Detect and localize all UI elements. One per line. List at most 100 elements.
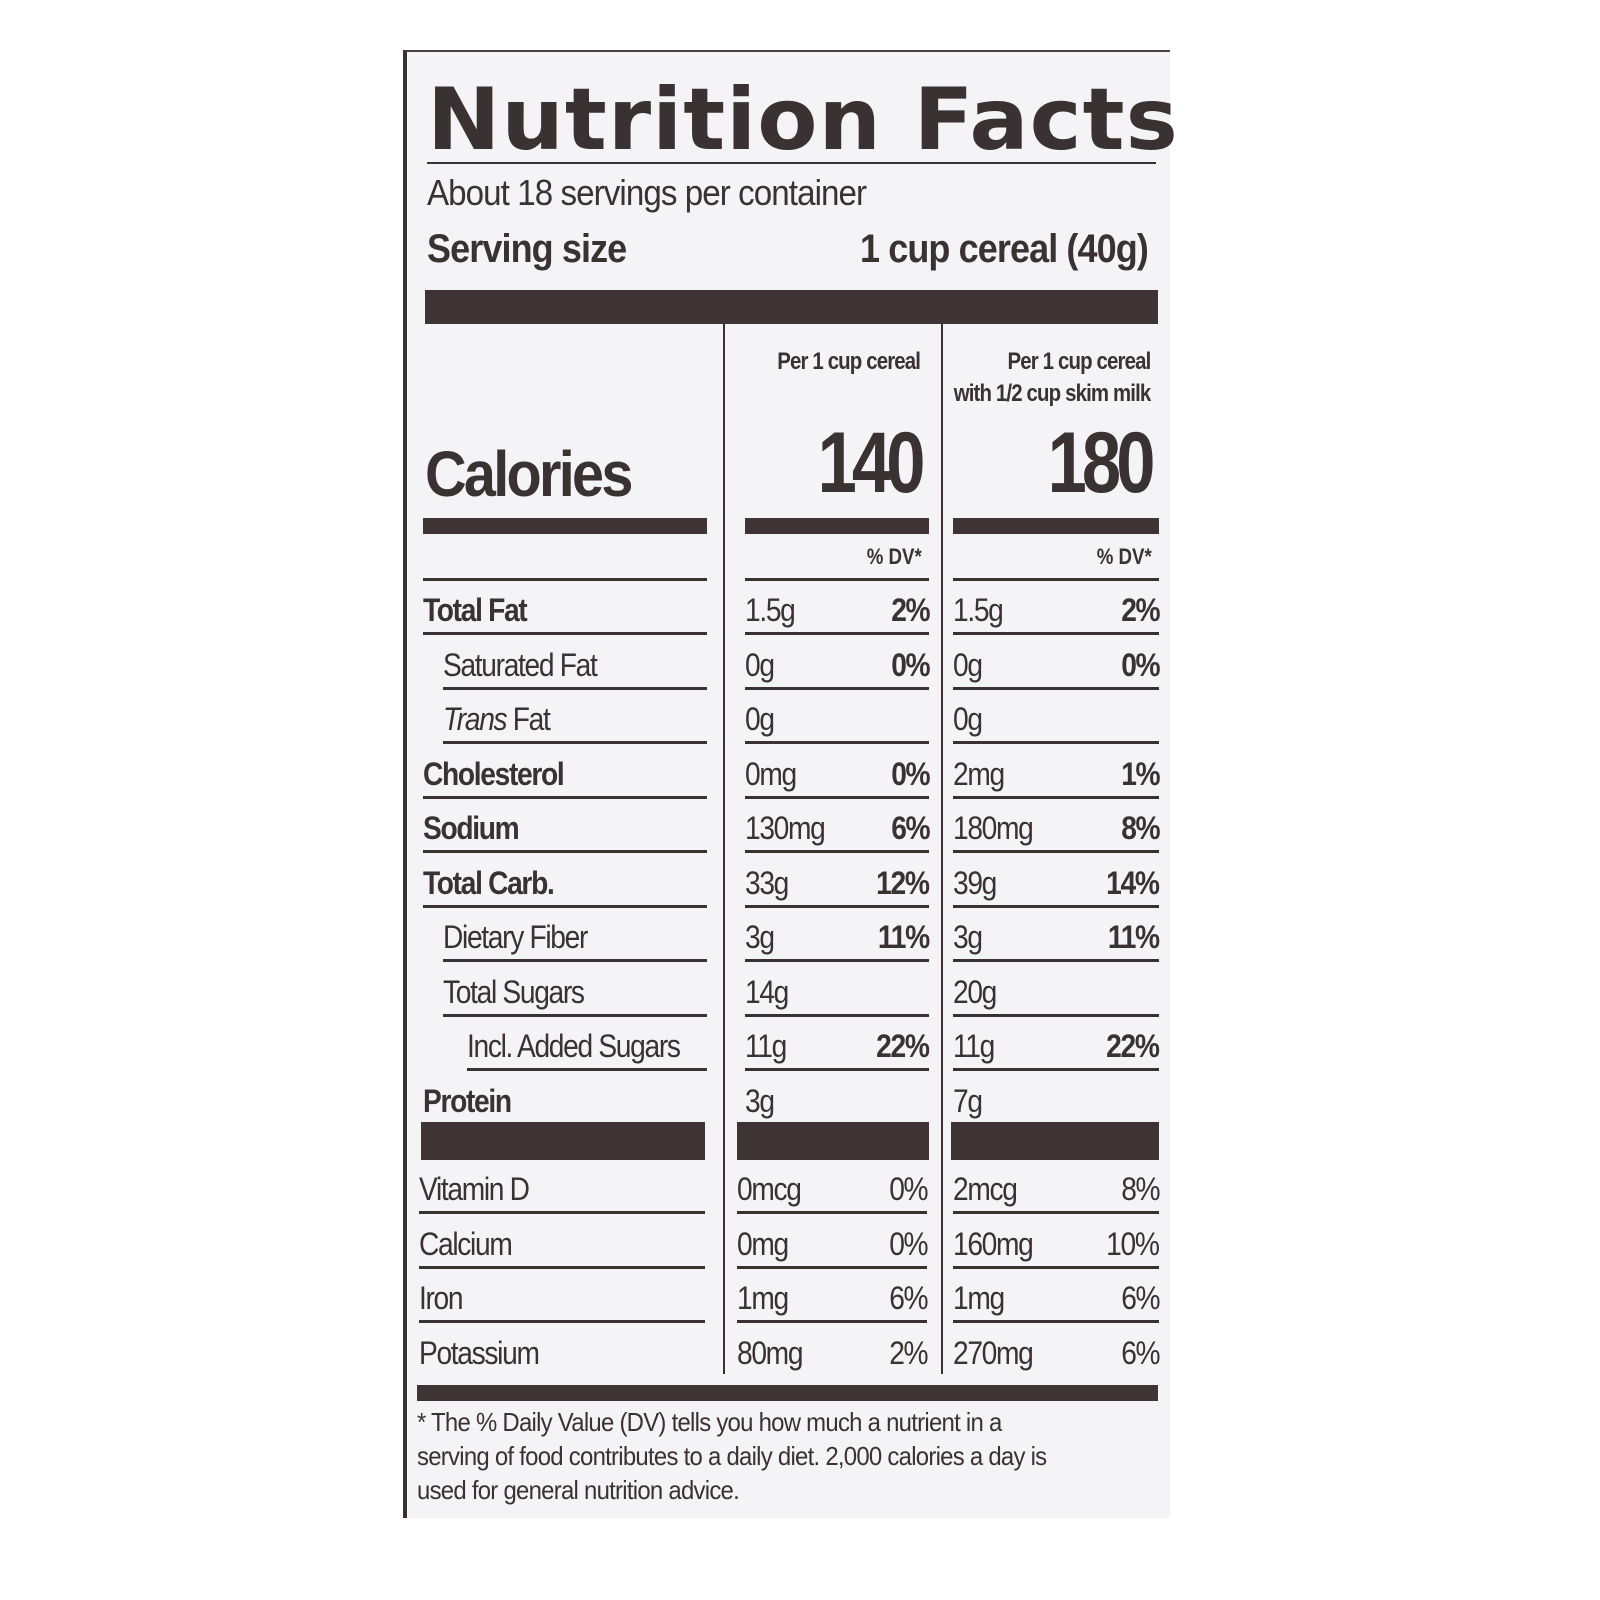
vitamin-bar-col0 xyxy=(421,1122,705,1160)
nutrient-col2: 180mg 8% xyxy=(953,799,1160,853)
divider xyxy=(953,1265,1159,1269)
column2-header: Per 1 cup cereal with 1/2 cup skim milk xyxy=(953,348,1151,407)
divider xyxy=(745,1013,929,1017)
divider xyxy=(953,904,1159,908)
daily-value: 6% xyxy=(1120,1334,1160,1371)
daily-value: 6% xyxy=(888,1280,928,1316)
divider xyxy=(419,1265,705,1269)
daily-value: 0% xyxy=(888,1225,928,1262)
nutrient-col1: 0mg 0% xyxy=(745,745,930,799)
dv-header-col2: % DV* xyxy=(1096,544,1152,569)
nutrient-row: Saturated Fat xyxy=(443,636,707,690)
nutrient-row: Cholesterol xyxy=(423,745,707,799)
vitamin-col2: 1mg 6% xyxy=(953,1269,1160,1323)
daily-value-footnote: * The % Daily Value (DV) tells you how m… xyxy=(417,1407,1047,1505)
divider xyxy=(427,162,1156,164)
divider xyxy=(737,1265,927,1269)
amount: 33g xyxy=(745,864,789,901)
daily-value: 22% xyxy=(1106,1028,1161,1064)
daily-value: 0% xyxy=(888,1171,928,1207)
divider xyxy=(745,578,929,581)
amount: 7g xyxy=(953,1082,983,1119)
divider xyxy=(745,959,929,962)
nutrient-col2: 3g 11% xyxy=(953,908,1160,962)
divider xyxy=(419,1211,705,1214)
label-title: Nutrition Facts xyxy=(427,70,1179,170)
vitamin-col1: 0mcg 0% xyxy=(737,1160,928,1214)
nutrient-name: Saturated Fat xyxy=(443,646,598,683)
nutrient-col1: 3g xyxy=(745,1072,929,1126)
column-divider-1 xyxy=(723,324,725,1374)
nutrient-col1: 3g 11% xyxy=(745,908,930,962)
daily-value: 22% xyxy=(876,1028,931,1064)
calories-value-col2: 180 xyxy=(1047,415,1155,511)
nutrient-name: Trans Fat xyxy=(443,701,551,737)
amount: 2mg xyxy=(953,755,1005,792)
daily-value: 0% xyxy=(890,755,930,792)
nutrient-col2: 2mg 1% xyxy=(953,745,1160,799)
daily-value: 14% xyxy=(1106,864,1161,901)
amount: 180mg xyxy=(953,810,1034,846)
amount: 160mg xyxy=(953,1225,1034,1262)
amount: 20g xyxy=(953,973,997,1010)
amount: 3g xyxy=(953,919,983,955)
divider xyxy=(953,795,1159,799)
amount: 0g xyxy=(745,646,775,683)
nutrient-row: Total Fat xyxy=(423,581,707,635)
amount: 3g xyxy=(745,1082,775,1119)
calories-value-col1: 140 xyxy=(817,415,925,511)
amount: 3g xyxy=(745,919,775,955)
column1-header: Per 1 cup cereal xyxy=(777,348,921,375)
amount: 14g xyxy=(745,973,789,1010)
nutrient-name: Dietary Fiber xyxy=(443,919,588,955)
vitamin-name: Calcium xyxy=(419,1225,513,1262)
nutrient-col2: 0g 0% xyxy=(953,636,1160,690)
footer-bar xyxy=(417,1385,1158,1401)
daily-value: 1% xyxy=(1120,755,1160,792)
amount: 1.5g xyxy=(745,592,796,628)
daily-value: 6% xyxy=(890,810,930,846)
daily-value: 8% xyxy=(1120,1171,1160,1207)
nutrient-name: Total Fat xyxy=(423,592,528,628)
divider xyxy=(443,1013,707,1017)
vitamin-col2: 2mcg 8% xyxy=(953,1160,1160,1214)
nutrient-col1: 14g xyxy=(745,963,929,1017)
amount: 11g xyxy=(953,1028,995,1064)
nutrient-col2: 39g 14% xyxy=(953,854,1161,908)
divider xyxy=(745,795,929,799)
divider xyxy=(953,1211,1159,1214)
amount: 1mg xyxy=(737,1280,789,1316)
divider xyxy=(745,741,929,744)
divider xyxy=(953,632,1159,635)
vitamin-row: Potassium xyxy=(419,1324,705,1378)
divider xyxy=(745,904,929,908)
nutrient-row: Total Carb. xyxy=(423,854,707,908)
nutrient-name: Protein xyxy=(423,1082,512,1119)
divider xyxy=(443,959,707,962)
nutrient-name: Total Sugars xyxy=(443,973,585,1010)
amount: 270mg xyxy=(953,1334,1034,1371)
divider xyxy=(953,741,1159,744)
amount: 39g xyxy=(953,864,997,901)
amount: 0mg xyxy=(745,755,797,792)
nutrient-row: Total Sugars xyxy=(443,963,707,1017)
nutrient-col1: 0g 0% xyxy=(745,636,930,690)
nutrition-facts-label: Nutrition Facts About 18 servings per co… xyxy=(403,50,1178,1518)
divider xyxy=(423,578,707,581)
nutrient-col2: 7g xyxy=(953,1072,1159,1126)
divider xyxy=(423,795,707,799)
daily-value: 8% xyxy=(1120,810,1160,846)
nutrient-name: Sodium xyxy=(423,810,520,846)
daily-value: 0% xyxy=(1120,646,1160,683)
divider xyxy=(953,1320,1159,1323)
amount: 130mg xyxy=(745,810,826,846)
calories-bar-col0 xyxy=(423,518,707,534)
nutrient-row: Protein xyxy=(423,1072,707,1126)
amount: 1.5g xyxy=(953,592,1004,628)
daily-value: 10% xyxy=(1106,1225,1161,1262)
divider xyxy=(953,850,1159,853)
nutrient-row: Dietary Fiber xyxy=(443,908,707,962)
nutrient-name: Incl. Added Sugars xyxy=(467,1028,681,1064)
vitamin-name: Vitamin D xyxy=(419,1171,530,1207)
divider xyxy=(419,1320,705,1323)
